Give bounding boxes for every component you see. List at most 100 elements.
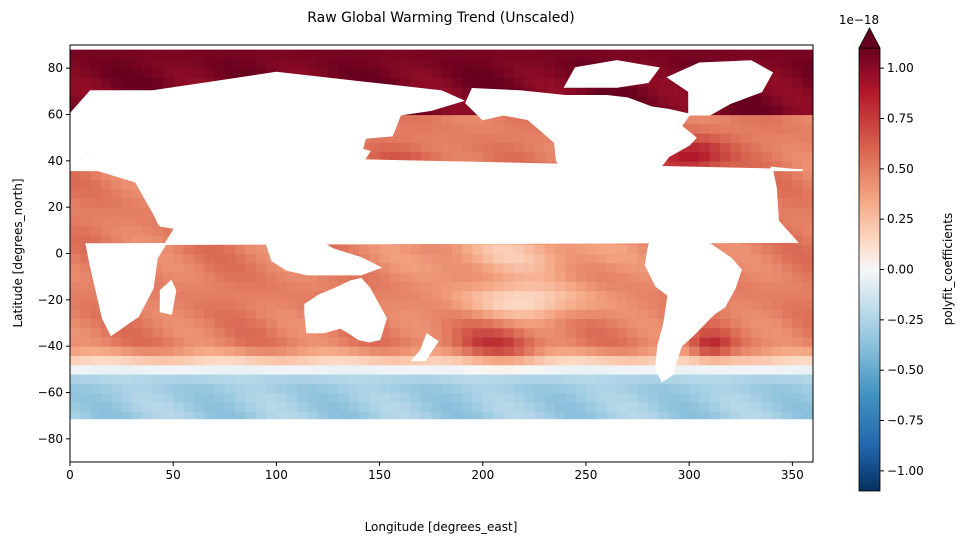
heatmap-cell [544, 262, 556, 273]
heatmap-cell [162, 346, 174, 357]
heatmap-cell [183, 253, 195, 264]
heatmap-cell [111, 49, 123, 60]
heatmap-cell [771, 123, 783, 134]
heatmap-cell [472, 401, 484, 412]
heatmap-cell [338, 355, 350, 366]
heatmap-cell [751, 253, 762, 264]
heatmap-cell [462, 244, 474, 255]
heatmap-cell [761, 114, 773, 125]
colorbar: 1.000.750.500.250.00−0.25−0.50−0.75−1.00… [839, 13, 955, 492]
heatmap-cell [255, 336, 267, 347]
heatmap-cell [245, 281, 257, 292]
heatmap-cell [420, 411, 432, 421]
heatmap-cell [235, 411, 247, 421]
heatmap-cell [503, 411, 515, 421]
heatmap-cell [555, 411, 566, 421]
heatmap-cell [792, 197, 804, 208]
heatmap-cell [565, 318, 577, 329]
heatmap-cell [503, 364, 515, 375]
heatmap-cell [255, 318, 267, 329]
heatmap-cell [575, 244, 587, 255]
heatmap-cell [255, 49, 267, 60]
heatmap-cell [389, 77, 401, 88]
heatmap-cell [224, 383, 236, 394]
heatmap-cell [152, 392, 164, 403]
heatmap-cell [658, 309, 670, 319]
heatmap-cell [782, 383, 793, 394]
heatmap-cell [709, 373, 721, 384]
heatmap-cell [70, 290, 81, 301]
heatmap-cell [555, 373, 566, 384]
heatmap-cell [266, 309, 277, 319]
heatmap-cell [792, 114, 804, 125]
heatmap-cell [111, 364, 123, 375]
heatmap-cell [410, 318, 422, 329]
heatmap-cell [503, 142, 515, 153]
heatmap-cell [493, 392, 505, 403]
heatmap-cell [689, 58, 701, 69]
heatmap-cell [472, 262, 484, 273]
heatmap-cell [534, 281, 546, 292]
heatmap-cell [627, 244, 639, 255]
heatmap-cell [575, 336, 587, 347]
heatmap-cell [565, 281, 577, 292]
heatmap-cell [524, 58, 535, 69]
land-new-zealand [410, 333, 439, 362]
heatmap-cell [70, 346, 81, 357]
heatmap-cell [152, 336, 164, 347]
heatmap-cell [596, 244, 608, 255]
heatmap-cell [534, 77, 546, 88]
heatmap-cell [389, 392, 401, 403]
heatmap-cell [420, 68, 432, 79]
heatmap-cell [379, 244, 391, 255]
heatmap-cell [121, 68, 133, 79]
heatmap-cell [224, 364, 236, 375]
heatmap-cell [80, 207, 92, 218]
heatmap-cell [131, 58, 143, 69]
heatmap-cell [183, 58, 195, 69]
heatmap-cell [771, 151, 783, 162]
heatmap-cell [379, 392, 391, 403]
heatmap-cell [451, 86, 463, 97]
heatmap-cell [472, 336, 484, 347]
heatmap-cell [678, 49, 690, 60]
heatmap-cell [389, 346, 401, 357]
heatmap-cell [235, 49, 247, 60]
heatmap-cell [740, 355, 752, 366]
heatmap-cell [255, 355, 267, 366]
heatmap-cell [493, 309, 505, 319]
heatmap-cell [658, 95, 670, 106]
heatmap-cell [193, 58, 205, 69]
heatmap-cell [410, 281, 422, 292]
land-greenland [666, 60, 774, 116]
heatmap-cell [90, 364, 102, 375]
heatmap-cell [493, 272, 505, 282]
heatmap-cell [513, 133, 525, 143]
heatmap-cell [534, 244, 546, 255]
heatmap-cell [266, 290, 277, 301]
heatmap-cell [689, 364, 701, 375]
heatmap-cell [131, 392, 143, 403]
heatmap-cell [441, 272, 453, 282]
heatmap-cell [771, 318, 783, 329]
heatmap-cell [245, 49, 257, 60]
heatmap-cell [276, 58, 288, 69]
heatmap-cell [771, 133, 783, 143]
heatmap-cell [286, 411, 298, 421]
heatmap-cell [647, 401, 659, 412]
heatmap-cell [503, 401, 515, 412]
heatmap-cell [70, 234, 81, 245]
heatmap-cell [596, 281, 608, 292]
heatmap-cell [286, 392, 298, 403]
heatmap-cell [451, 58, 463, 69]
heatmap-cell [462, 346, 474, 357]
heatmap-cell [534, 392, 546, 403]
heatmap-cell [327, 346, 339, 357]
heatmap-cell [162, 318, 174, 329]
heatmap-cell [792, 105, 804, 116]
y-tick-label: 20 [48, 200, 63, 214]
heatmap-cell [183, 364, 195, 375]
heatmap-cell [699, 151, 711, 162]
heatmap-cell [513, 272, 525, 282]
heatmap-cell [235, 373, 247, 384]
